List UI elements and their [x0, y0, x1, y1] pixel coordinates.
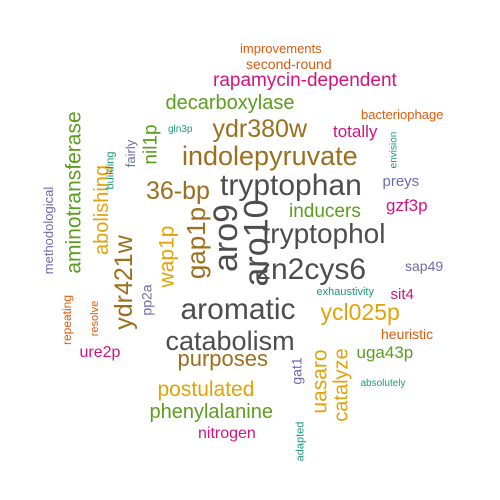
- word-uasaro: uasaro: [308, 348, 332, 414]
- word-nil1p: nil1p: [140, 123, 162, 165]
- word-uga43p: uga43p: [356, 342, 414, 362]
- word-ydr380w: ydr380w: [212, 114, 308, 143]
- word-wap1p: wap1p: [155, 225, 179, 287]
- word-sap49: sap49: [405, 258, 444, 274]
- word-aromatic: aromatic: [180, 293, 296, 326]
- word-inducers: inducers: [289, 200, 361, 222]
- word-ure2p: ure2p: [79, 344, 121, 361]
- word-aminotransferase: aminotransferase: [62, 110, 86, 274]
- word-ydr421w: ydr421w: [109, 234, 138, 330]
- word-phenylalanine: phenylalanine: [149, 401, 273, 423]
- word-absolutely: absolutely: [360, 378, 406, 389]
- word-catalyze: catalyze: [330, 348, 353, 422]
- word-heuristic: heuristic: [381, 326, 434, 342]
- word-nitrogen: nitrogen: [198, 425, 256, 442]
- word-pp2a: pp2a: [138, 284, 155, 316]
- word-methodological: methodological: [40, 186, 56, 274]
- word-aro10: aro10: [236, 199, 275, 287]
- word-fairly: fairly: [122, 139, 138, 167]
- word-tryptophol: tryptophol: [262, 218, 386, 249]
- word-gzf3p: gzf3p: [386, 195, 428, 215]
- word-bacteriophage: bacteriophage: [361, 106, 444, 122]
- word-gln3p: gln3p: [168, 124, 193, 135]
- word-purposes: purposes: [177, 346, 269, 371]
- word-rapamycin-dependent: rapamycin-dependent: [213, 69, 397, 91]
- word-indolepyruvate: indolepyruvate: [182, 140, 358, 171]
- word-envision: envision: [387, 131, 399, 169]
- word-sit4: sit4: [390, 285, 414, 303]
- word-decarboxylase: decarboxylase: [165, 92, 295, 114]
- word-preys: preys: [382, 172, 420, 190]
- word-improvements: improvements: [240, 40, 322, 56]
- word-zn2cys6: zn2cys6: [256, 253, 367, 286]
- word-totally: totally: [333, 121, 378, 141]
- word-tryptophan: tryptophan: [220, 169, 362, 202]
- word-exhaustivity: exhaustivity: [316, 285, 374, 298]
- word-gap1p: gap1p: [181, 206, 212, 280]
- word-second-round: second-round: [246, 56, 332, 72]
- word-36-bp: 36-bp: [146, 176, 210, 205]
- word-postulated: postulated: [157, 377, 255, 401]
- word-gat1: gat1: [288, 357, 305, 385]
- word-building: building: [104, 151, 117, 189]
- word-adapted: adapted: [294, 421, 307, 461]
- word-ycl025p: ycl025p: [320, 298, 400, 325]
- word-catabolism: catabolism: [165, 325, 295, 356]
- word-resolve: resolve: [88, 300, 101, 336]
- word-repeating: repeating: [60, 294, 75, 346]
